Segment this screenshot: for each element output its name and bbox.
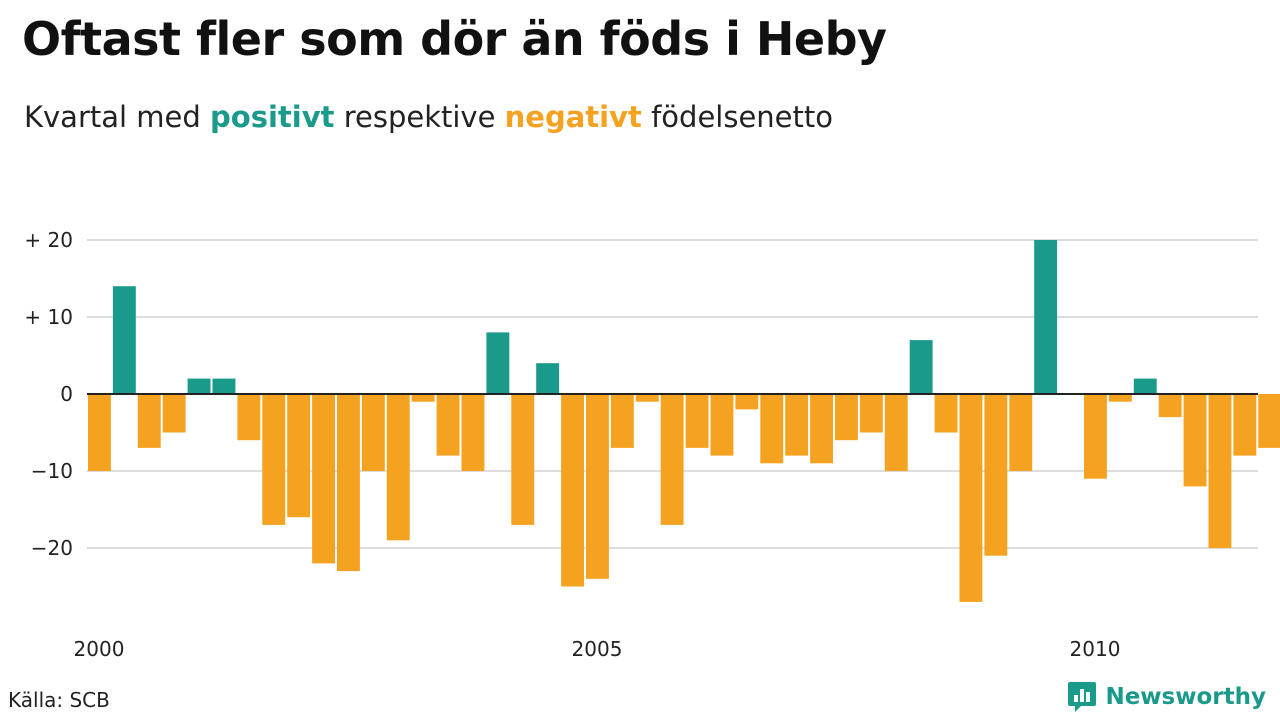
brand-name: Newsworthy	[1105, 684, 1266, 710]
bar-negative	[1183, 394, 1207, 487]
bar-negative	[1084, 394, 1107, 479]
bar-negative	[162, 394, 186, 433]
bar-negative	[984, 394, 1008, 556]
brand-logo: Newsworthy	[1067, 680, 1266, 714]
bar-negative	[660, 394, 684, 525]
y-tick-label: + 10	[24, 305, 73, 329]
bar-negative	[760, 394, 784, 464]
bar-positive	[1133, 378, 1157, 394]
chart-subtitle: Kvartal med positivt respektive negativt…	[24, 100, 833, 134]
bar-negative	[785, 394, 809, 456]
subtitle-middle: respektive	[334, 100, 505, 134]
bar-negative	[735, 394, 759, 410]
bar-negative	[337, 394, 360, 572]
bar-negative	[237, 394, 261, 441]
bar-negative	[436, 394, 460, 456]
bar-negative	[835, 394, 858, 441]
x-tick-label: 2000	[74, 637, 125, 661]
bar-negative	[511, 394, 535, 525]
bar-negative	[884, 394, 908, 471]
bar-negative	[1208, 394, 1232, 548]
bar-positive	[536, 363, 560, 394]
bar-negative	[561, 394, 584, 587]
bar-positive	[909, 340, 933, 394]
bar-negative	[1009, 394, 1033, 471]
subtitle-positive: positivt	[210, 100, 335, 134]
bar-negative	[1108, 394, 1132, 402]
y-tick-label: 0	[60, 382, 73, 406]
subtitle-prefix: Kvartal med	[24, 100, 211, 134]
bar-negative	[810, 394, 833, 464]
bar-negative	[386, 394, 410, 541]
bar-negative	[262, 394, 286, 525]
bar-negative	[361, 394, 385, 471]
bar-negative	[685, 394, 709, 448]
bar-negative	[1258, 394, 1280, 448]
bar-positive	[187, 378, 211, 394]
bar-negative	[859, 394, 883, 433]
y-tick-label: −10	[31, 459, 73, 483]
bar-negative	[610, 394, 634, 448]
chart-title: Oftast fler som dör än föds i Heby	[22, 12, 887, 66]
bar-negative	[411, 394, 435, 402]
bar-negative	[635, 394, 659, 402]
x-tick-label: 2010	[1070, 637, 1121, 661]
y-tick-label: −20	[31, 536, 73, 560]
bar-negative	[137, 394, 161, 448]
subtitle-suffix: födelsenetto	[641, 100, 833, 134]
bar-negative	[934, 394, 958, 433]
source-note: Källa: SCB	[8, 688, 110, 712]
bar-positive	[112, 286, 136, 394]
bar-negative	[959, 394, 983, 602]
bar-positive	[486, 332, 510, 394]
bar-negative	[710, 394, 734, 456]
bar-positive	[1034, 240, 1058, 394]
bar-positive	[212, 378, 236, 394]
y-tick-label: + 20	[24, 228, 73, 252]
newsworthy-logo-icon	[1067, 680, 1097, 714]
bar-negative	[312, 394, 335, 564]
bar-negative	[586, 394, 609, 579]
bar-negative	[287, 394, 311, 518]
x-tick-label: 2005	[572, 637, 623, 661]
bar-negative	[1158, 394, 1182, 418]
bar-negative	[88, 394, 111, 471]
bar-negative	[461, 394, 485, 471]
bar-negative	[1233, 394, 1257, 456]
subtitle-negative: negativt	[504, 100, 642, 134]
